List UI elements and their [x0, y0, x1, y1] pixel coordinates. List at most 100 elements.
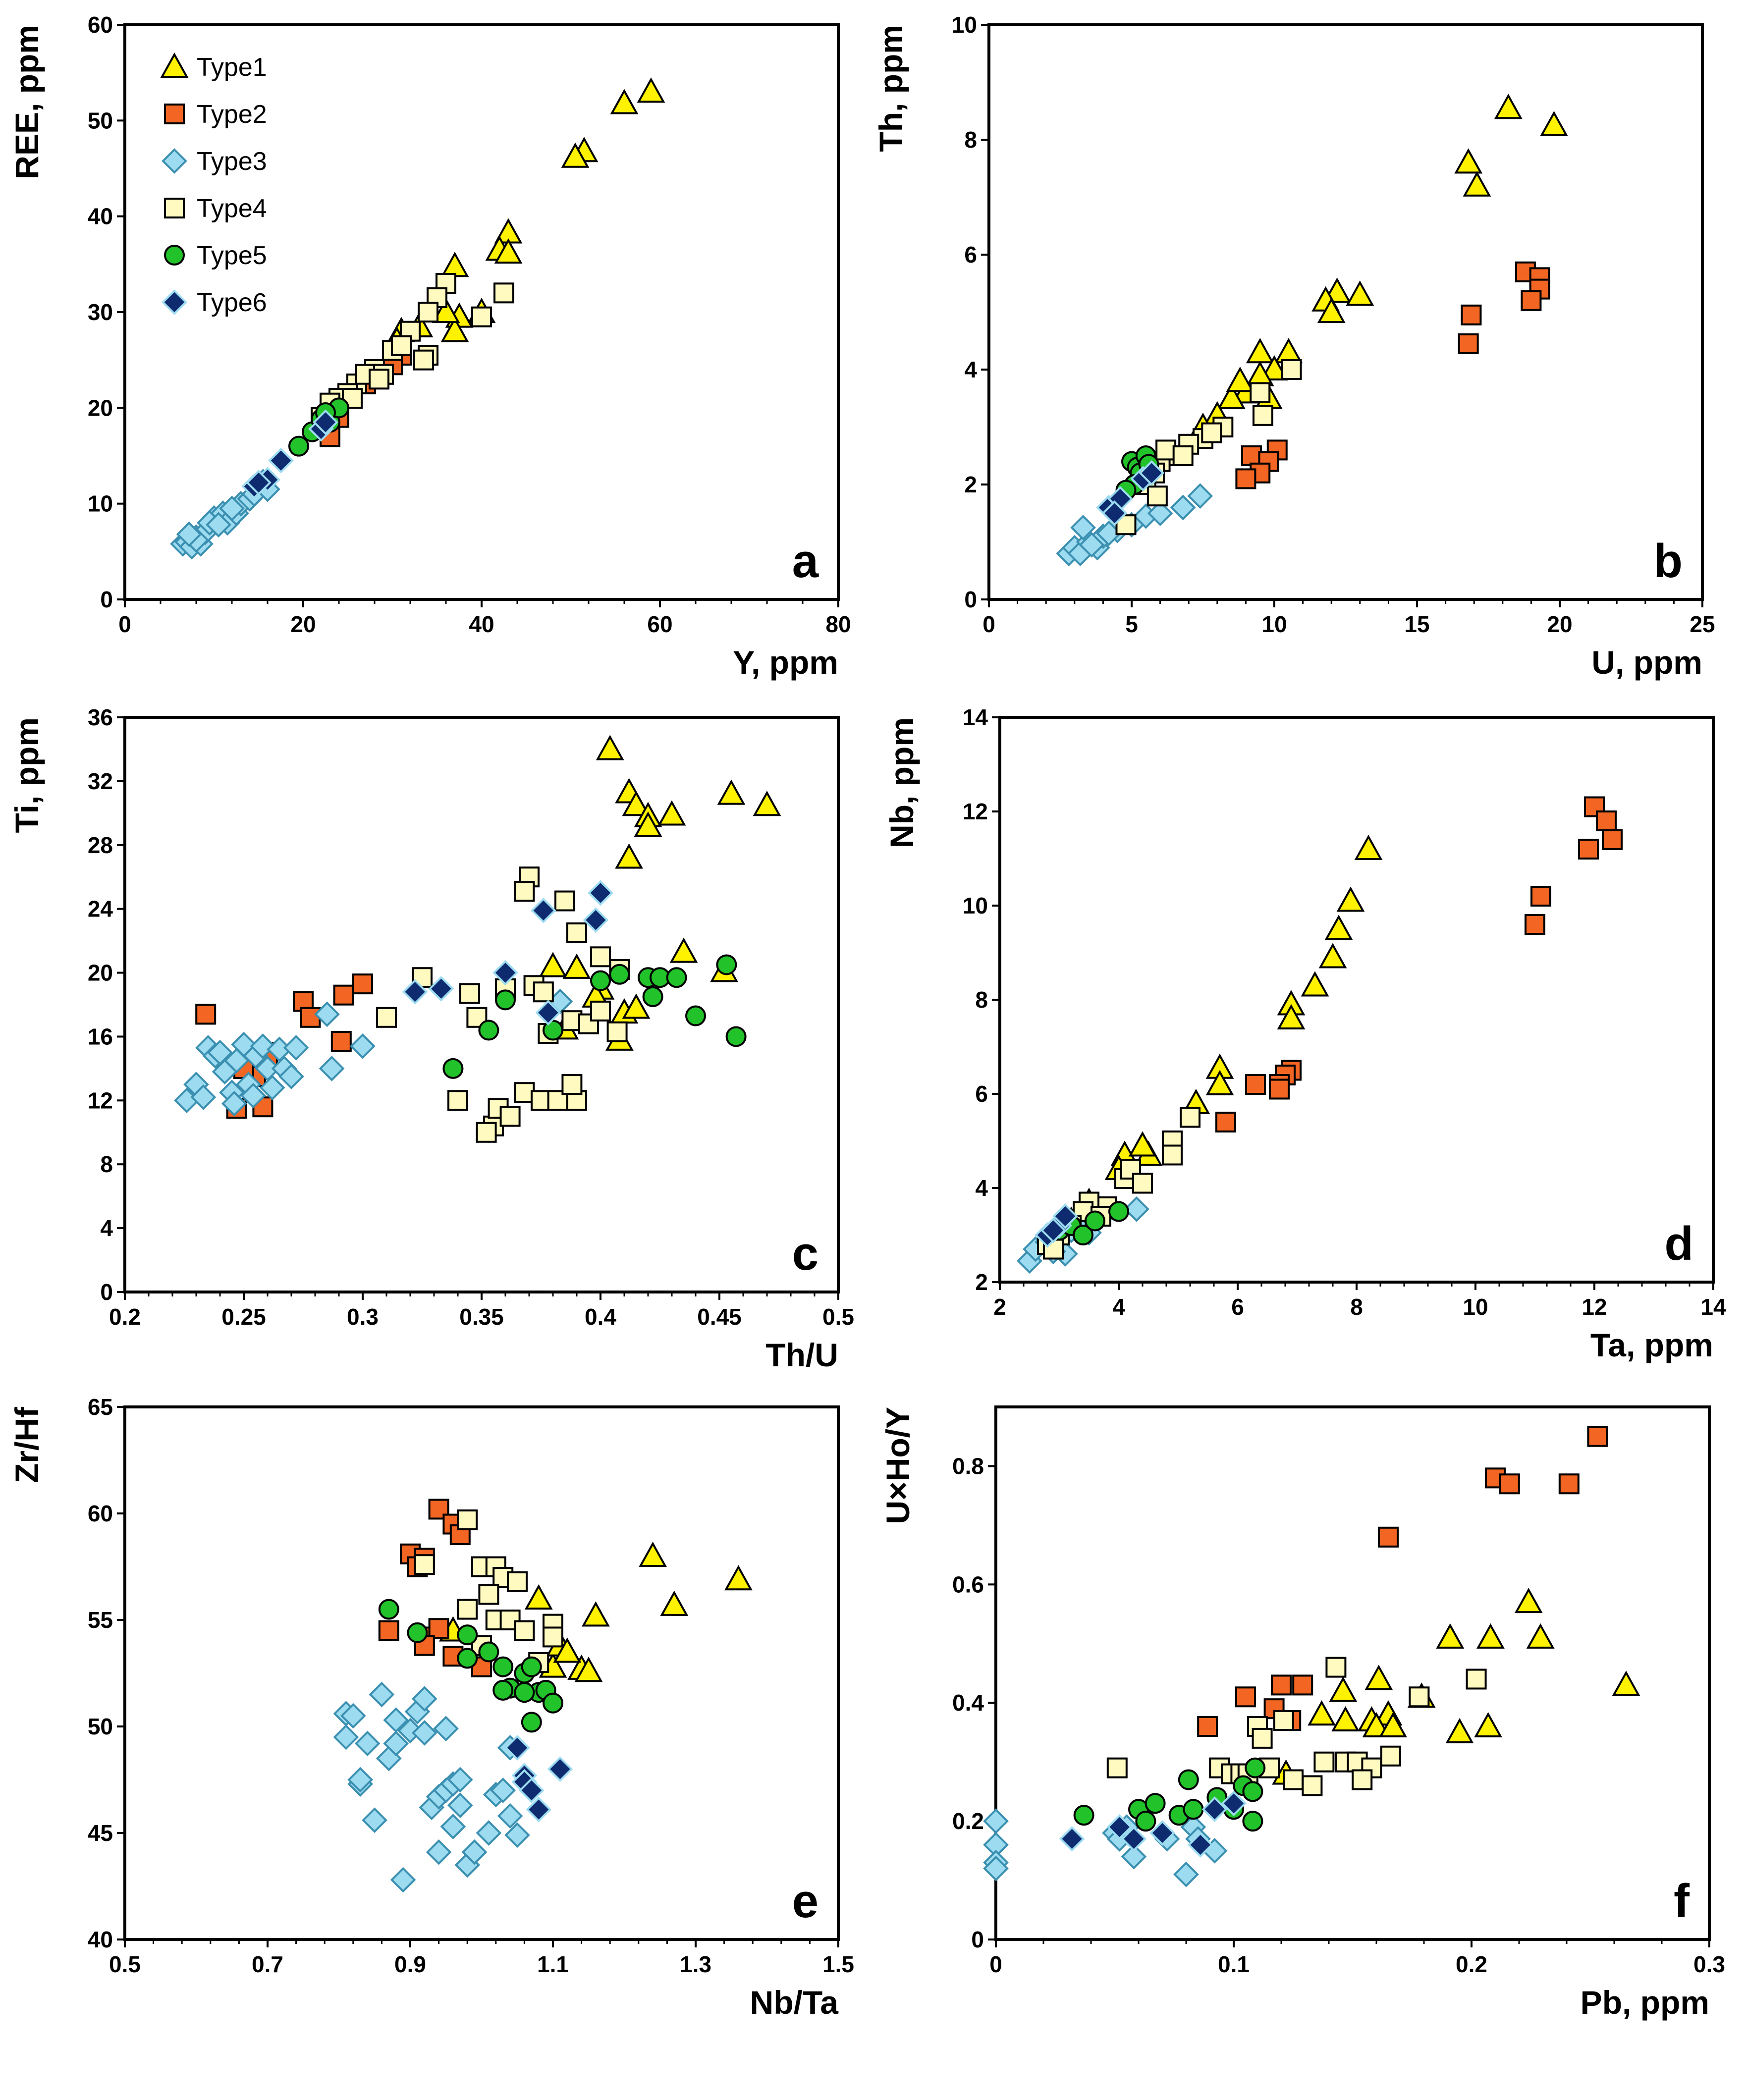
y-axis-label: REE, ppm [8, 25, 45, 179]
data-point-type1 [1226, 367, 1255, 392]
data-point-type3 [283, 1035, 309, 1061]
data-point-type3 [314, 1001, 340, 1027]
data-point-type6 [1040, 1217, 1066, 1243]
panel-label: d [1664, 1217, 1693, 1270]
y-tick-label: 65 [88, 1394, 113, 1420]
data-point-type3 [259, 1075, 285, 1101]
data-point-type1 [1205, 1070, 1234, 1095]
x-tick-label: 0.7 [252, 1951, 283, 1977]
legend-marker-type3 [162, 148, 187, 174]
data-point-type1 [660, 1590, 689, 1616]
x-tick-label: 0.5 [822, 1304, 854, 1330]
data-point-type1 [1329, 1676, 1358, 1702]
data-point-type4 [459, 983, 480, 1004]
data-point-type1 [1346, 280, 1374, 306]
series-type6 [1059, 1790, 1247, 1858]
data-point-type5 [1245, 1757, 1266, 1778]
y-tick-label: 0.8 [952, 1453, 984, 1479]
data-point-type5 [457, 1648, 478, 1669]
data-point-type2 [333, 984, 354, 1006]
y-tick-label: 0.6 [952, 1571, 984, 1597]
data-point-type2 [1578, 839, 1599, 860]
x-tick-label: 0.9 [394, 1951, 426, 1977]
plot-frame [994, 1405, 1711, 1941]
data-point-type4 [1281, 359, 1302, 380]
y-tick-label: 4 [100, 1215, 113, 1241]
data-point-type4 [1132, 1173, 1153, 1194]
x-tick-label: 2 [993, 1294, 1006, 1320]
data-point-type6 [402, 979, 428, 1005]
data-point-type3 [1124, 1196, 1149, 1222]
data-point-type5 [1073, 1225, 1093, 1245]
data-point-type4 [457, 1509, 478, 1530]
data-point-type3 [362, 1807, 387, 1833]
series-type3 [333, 1681, 530, 1893]
x-tick-label: 20 [1547, 611, 1572, 637]
data-point-type6 [1201, 1796, 1228, 1823]
data-point-type5 [521, 1712, 542, 1733]
data-point-type4 [1180, 1107, 1200, 1128]
data-point-type4 [561, 1074, 583, 1095]
data-point-type4 [543, 1626, 563, 1648]
data-point-type3 [240, 1082, 267, 1109]
panel-label: a [792, 535, 819, 588]
data-point-type4 [1302, 1775, 1323, 1796]
data-point-type3 [369, 1681, 395, 1708]
data-point-type4 [447, 1090, 468, 1111]
data-point-type1 [1540, 110, 1568, 136]
y-tick-label: 40 [88, 1927, 113, 1952]
chart-panel-b: 0 5 10 15 20 25 0 2 4 6 8 10 U, ppm Th, ppm b [873, 12, 1715, 681]
data-point-type2 [1269, 1078, 1290, 1100]
y-tick-label: 0.2 [952, 1808, 984, 1834]
data-point-type2 [330, 1031, 352, 1052]
data-point-type1 [1364, 1665, 1393, 1690]
data-point-type6 [268, 447, 294, 474]
x-tick-label: 0.3 [1693, 1951, 1725, 1977]
y-tick-label: 0 [971, 1927, 984, 1952]
data-point-type5 [1183, 1799, 1204, 1820]
y-axis-label: U×Ho/Y [879, 1407, 916, 1524]
data-point-type1 [724, 1565, 753, 1591]
y-tick-label: 0 [100, 1279, 113, 1305]
data-point-type4 [1106, 1757, 1128, 1778]
data-point-type5 [666, 967, 687, 988]
data-point-type2 [1245, 1074, 1266, 1095]
legend-label-type1: Type1 [197, 53, 267, 82]
data-point-type1 [562, 953, 591, 979]
data-point-type4 [493, 282, 514, 304]
data-point-type1 [753, 791, 781, 816]
data-point-type3 [447, 1767, 473, 1793]
data-point-type5 [716, 954, 737, 975]
data-point-type1 [717, 779, 746, 805]
data-point-type5 [1242, 1781, 1263, 1802]
x-tick-label: 0.45 [697, 1304, 742, 1330]
data-point-type5 [543, 1020, 563, 1041]
y-tick-label: 8 [100, 1151, 113, 1177]
series-type6 [241, 409, 338, 499]
data-point-type1 [1612, 1670, 1640, 1696]
data-point-type4 [1352, 1769, 1373, 1790]
plot-frame [123, 716, 840, 1293]
series-type5 [378, 1599, 563, 1733]
data-point-type6 [1187, 1832, 1213, 1858]
y-tick-label: 40 [88, 204, 113, 229]
data-point-type6 [1106, 1814, 1133, 1840]
data-point-type4 [1325, 1657, 1347, 1678]
legend: Type1 Type2 Type3 Type4 Type5 Type6 [160, 52, 267, 317]
data-point-type5 [1242, 1811, 1263, 1832]
data-point-type2 [195, 1004, 217, 1025]
data-point-type2 [1458, 333, 1479, 354]
x-tick-label: 8 [1350, 1294, 1363, 1320]
series-type1 [1272, 1588, 1640, 1785]
legend-marker-type6 [162, 289, 187, 315]
x-tick-label: 0.2 [1456, 1951, 1487, 1977]
data-point-type1 [561, 142, 590, 168]
data-point-type6 [583, 907, 609, 933]
data-point-type6 [1059, 1826, 1085, 1852]
y-axis-label: Zr/Hf [8, 1406, 45, 1483]
y-tick-label: 28 [88, 832, 113, 858]
data-point-type3 [354, 1730, 381, 1757]
data-point-type2 [1530, 886, 1551, 907]
data-point-type4 [1115, 514, 1137, 536]
data-point-type4 [590, 946, 611, 968]
